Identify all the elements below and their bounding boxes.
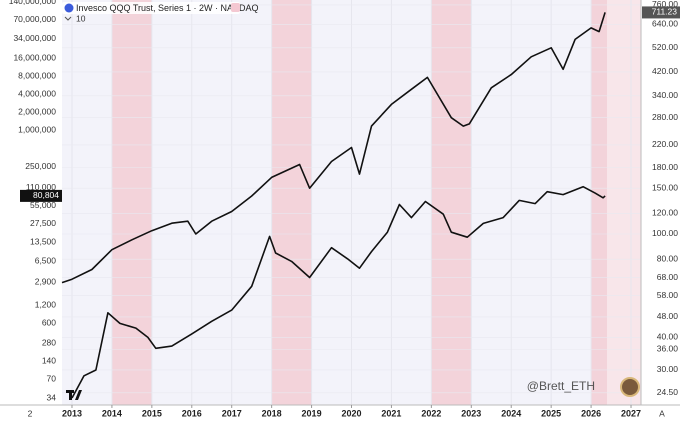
tv-logo	[66, 390, 82, 400]
shaded-range	[591, 0, 608, 405]
chart-title: Invesco QQQ Trust, Series 1 · 2W · NASDA…	[76, 3, 259, 13]
x-tick-label: 2013	[62, 408, 82, 418]
y2-tick-label: 30.00	[657, 364, 679, 374]
y2-tick-label: 220.00	[652, 139, 678, 149]
y-tick-label: 2,000,000	[18, 107, 56, 117]
y2-tick-label: 280.00	[652, 112, 678, 122]
y-tick-label: 34	[47, 392, 57, 402]
shaded-range	[607, 0, 641, 405]
y2-tick-label: 68.00	[657, 272, 679, 282]
y-tick-label: 140	[42, 355, 56, 365]
y2-tick-label: 24.50	[657, 387, 679, 397]
x-tick-label: 2024	[501, 408, 521, 418]
legend-box	[62, 2, 240, 14]
y2-tick-label: 180.00	[652, 162, 678, 172]
price-label: 711.23	[652, 7, 678, 17]
footer-left: 2	[28, 408, 33, 418]
shaded-range	[111, 0, 152, 405]
price-line	[71, 185, 606, 399]
x-tick-label: 2018	[262, 408, 282, 418]
logo-part	[75, 390, 82, 400]
y-tick-label: 27,500	[30, 218, 56, 228]
price-line	[61, 12, 606, 284]
y2-tick-label: 520.00	[652, 42, 678, 52]
price-label-box	[642, 6, 680, 19]
x-tick-label: 2020	[341, 408, 361, 418]
y-tick-label: 1,000,000	[18, 125, 56, 135]
y-tick-label: 55,000	[30, 200, 56, 210]
x-tick-label: 2017	[222, 408, 242, 418]
y-tick-label: 140,000,000	[9, 0, 57, 6]
y2-tick-label: 640.00	[652, 19, 678, 29]
y2-tick-label: 40.00	[657, 332, 679, 342]
indicator-label: 10	[76, 13, 86, 23]
y-tick-label: 110,000	[26, 182, 56, 192]
y-tick-label: 250,000	[25, 161, 56, 171]
price-label-box	[20, 189, 62, 202]
y-tick-label: 4,000,000	[18, 89, 56, 99]
y-tick-label: 1,200	[35, 300, 57, 310]
shaded-range	[271, 0, 312, 405]
y2-tick-label: 120.00	[652, 208, 678, 218]
x-tick-label: 2014	[102, 408, 122, 418]
y-tick-label: 16,000,000	[13, 53, 56, 63]
y-tick-label: 70,000,000	[13, 14, 56, 24]
x-tick-label: 2025	[541, 408, 561, 418]
x-tick-label: 2019	[302, 408, 322, 418]
y2-tick-label: 150.00	[652, 182, 678, 192]
y2-tick-label: 80.00	[657, 253, 679, 263]
x-tick-label: 2016	[182, 408, 202, 418]
x-tick-label: 2027	[621, 408, 641, 418]
y-tick-label: 6,500	[35, 256, 57, 266]
avatar	[620, 377, 640, 397]
y-tick-label: 70	[47, 373, 57, 383]
y2-tick-label: 36.00	[657, 344, 679, 354]
title-chip	[231, 3, 240, 12]
x-tick-label: 2026	[581, 408, 601, 418]
x-tick-label: 2021	[381, 408, 401, 418]
y2-tick-label: 760.00	[652, 0, 678, 9]
x-tick-label: 2022	[421, 408, 441, 418]
logo-part	[69, 390, 72, 400]
x-tick-label: 2023	[461, 408, 481, 418]
y2-tick-label: 48.00	[657, 311, 679, 321]
x-tick-label: 2015	[142, 408, 162, 418]
y-tick-label: 13,500	[30, 237, 56, 247]
symbol-icon	[64, 3, 74, 13]
watermark: @Brett_ETH	[527, 379, 595, 393]
y2-tick-label: 420.00	[652, 66, 678, 76]
y2-tick-label: 100.00	[652, 228, 678, 238]
y2-tick-label: 58.00	[657, 290, 679, 300]
y-tick-label: 280	[42, 337, 56, 347]
y-tick-label: 2,900	[35, 277, 57, 287]
shaded-range	[431, 0, 472, 405]
price-label: 80,804	[33, 190, 59, 200]
y-tick-label: 600	[42, 318, 56, 328]
y-tick-label: 34,000,000	[13, 33, 56, 43]
y2-tick-label: 340.00	[652, 90, 678, 100]
footer-right: A	[659, 408, 665, 418]
y-tick-label: 8,000,000	[18, 71, 56, 81]
collapse-icon	[64, 16, 72, 21]
